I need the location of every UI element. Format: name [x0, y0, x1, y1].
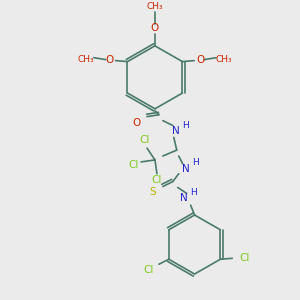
- Text: N: N: [172, 126, 180, 136]
- Text: Cl: Cl: [152, 175, 162, 184]
- Text: Cl: Cl: [239, 253, 249, 263]
- Text: Cl: Cl: [144, 265, 154, 275]
- Text: O: O: [196, 55, 204, 64]
- Text: Cl: Cl: [128, 160, 138, 170]
- Text: Cl: Cl: [140, 135, 150, 145]
- Text: CH₃: CH₃: [216, 55, 232, 64]
- Text: H: H: [182, 121, 189, 130]
- Text: O: O: [151, 23, 159, 33]
- Text: N: N: [182, 164, 190, 174]
- Text: N: N: [180, 193, 188, 203]
- Text: O: O: [132, 118, 140, 128]
- Text: O: O: [106, 55, 114, 64]
- Text: CH₃: CH₃: [78, 55, 94, 64]
- Text: H: H: [190, 188, 197, 197]
- Text: CH₃: CH₃: [147, 2, 163, 11]
- Text: H: H: [192, 158, 199, 167]
- Text: S: S: [150, 188, 156, 197]
